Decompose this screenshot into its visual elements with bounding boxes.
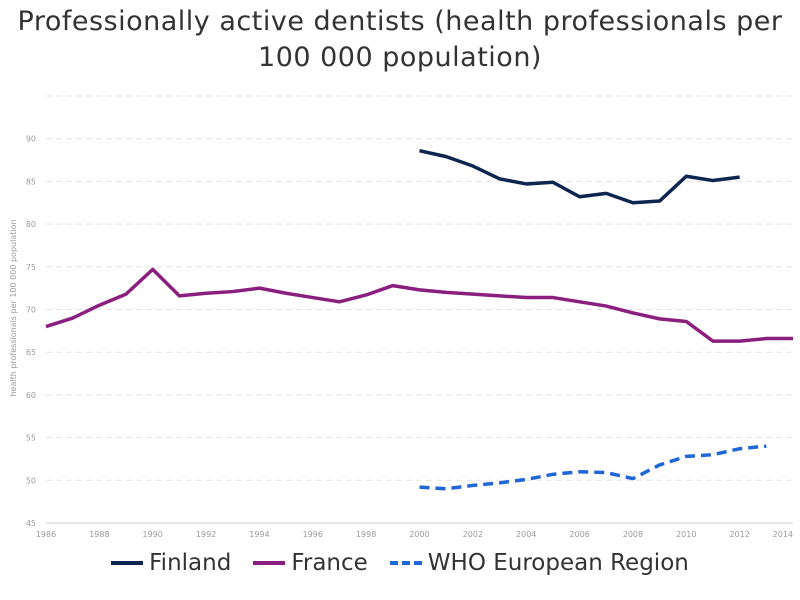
series-line-france: [45, 267, 793, 343]
y-tick-label: 75: [26, 263, 36, 272]
y-axis-ticks: 45 50 55 60 65 70 75 80 85 90: [26, 135, 36, 528]
x-tick-label: 1990: [143, 530, 163, 539]
grid-lines: [46, 95, 793, 524]
x-tick-label: 2004: [516, 530, 536, 539]
legend-label: Finland: [149, 550, 232, 576]
legend-item-france[interactable]: France: [253, 550, 368, 576]
x-axis-ticks: 1986 1988 1990 1992 1994 1996 1998 2000 2002 2004…: [36, 522, 793, 539]
x-tick-label: 2008: [623, 530, 643, 539]
y-tick-label: 55: [26, 434, 36, 443]
y-tick-label: 85: [26, 177, 36, 186]
x-tick-label: 1986: [36, 530, 56, 539]
x-tick-label: 2012: [729, 530, 749, 539]
legend-swatch: [111, 561, 144, 565]
x-tick-label: 1994: [249, 530, 269, 539]
y-axis-label: health professionals per 100 000 populat…: [9, 219, 18, 396]
y-tick-label: 60: [26, 391, 36, 400]
legend-label: France: [291, 550, 368, 576]
x-tick-label: 1998: [356, 530, 376, 539]
x-tick-label: 1992: [196, 530, 216, 539]
chart-title: Professionally active dentists (health p…: [17, 6, 783, 73]
series-line-who-european-region: [419, 444, 767, 491]
x-tick-label: 1996: [303, 530, 323, 539]
legend-swatch: [253, 561, 286, 565]
legend-swatch: [389, 561, 422, 565]
y-tick-label: 50: [26, 476, 36, 485]
x-tick-label: 2010: [676, 530, 696, 539]
y-tick-label: 90: [26, 135, 36, 144]
y-tick-label: 45: [26, 519, 36, 528]
legend: Finland France WHO European Region: [0, 550, 800, 576]
x-tick-label: 2000: [409, 530, 429, 539]
series-line-finland: [419, 148, 740, 205]
legend-item-finland[interactable]: Finland: [111, 550, 231, 576]
legend-label: WHO European Region: [427, 550, 689, 576]
x-tick-label: 2014: [773, 530, 793, 539]
legend-item-who-european-region[interactable]: WHO European Region: [389, 550, 689, 576]
x-tick-label: 2002: [463, 530, 483, 539]
x-tick-label: 1988: [89, 530, 109, 539]
y-tick-label: 80: [26, 220, 36, 229]
x-tick-label: 2006: [569, 530, 589, 539]
y-tick-label: 65: [26, 348, 36, 357]
y-tick-label: 70: [26, 306, 36, 315]
series-lines: [45, 148, 793, 491]
